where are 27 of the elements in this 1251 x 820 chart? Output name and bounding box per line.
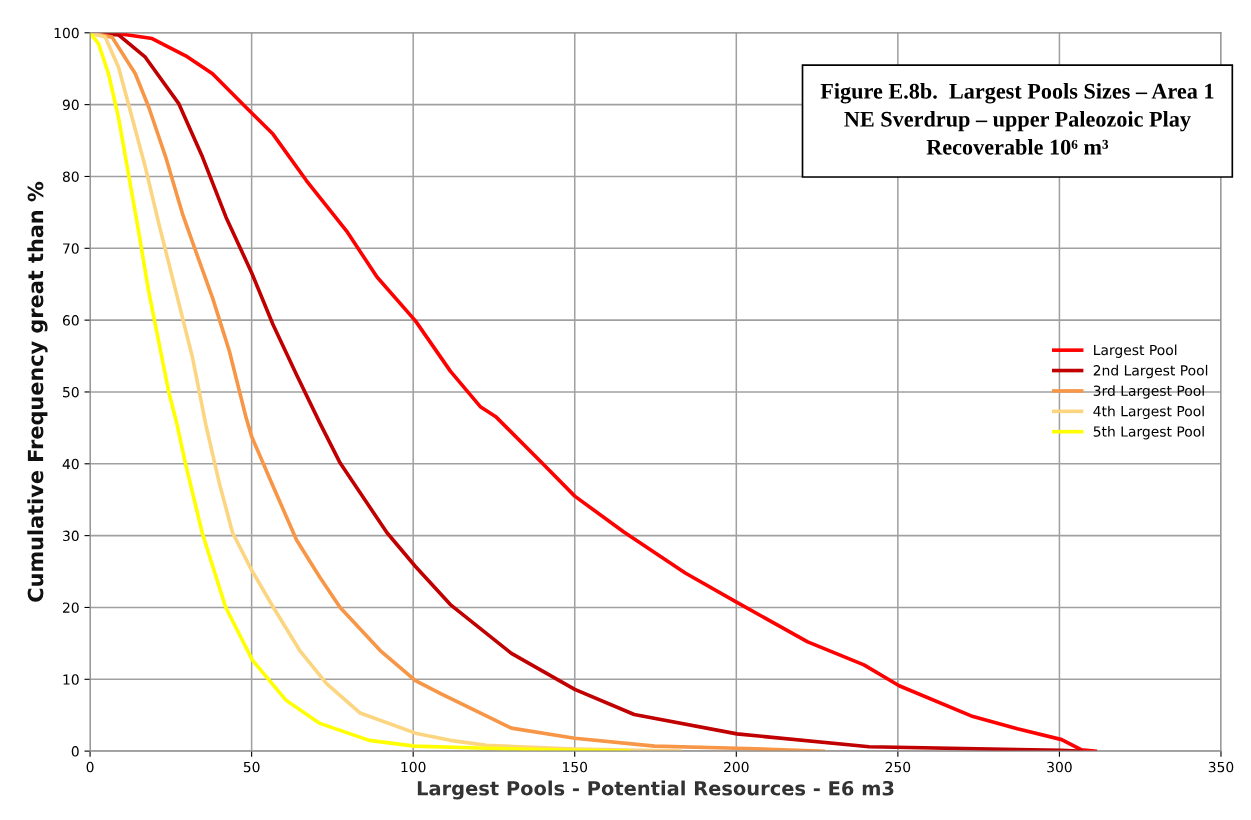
y-tick-label: 10 [63,674,79,685]
y-tick-label: 20 [63,602,79,613]
x-tick-label: 350 [1208,761,1234,773]
legend-label: Largest Pool [1094,344,1177,358]
y-tick-label: 50 [63,386,79,398]
x-tick-label: 200 [724,761,749,773]
x-tick-label: 100 [401,761,426,773]
x-tick-label: 250 [885,761,911,773]
legend-label: 4th Largest Pool [1093,405,1204,420]
text: Figure E.8b. Largest Pools Sizes – Area 1 NE Sverdrup – upper Paleozoic Play Recoverable 10⁶ m³ [820,83,1214,155]
y-tick-label: 40 [62,458,79,470]
x-tick-label: 300 [1047,761,1072,773]
x-tick-label: 0 [86,761,94,773]
legend-label: 5th Largest Pool [1093,426,1204,440]
y-tick-label: 60 [62,315,79,326]
legend-label: 2nd Largest Pool [1093,364,1208,379]
y-tick-label: 80 [62,171,79,182]
y-tick-label: 30 [63,530,79,542]
x-tick-label: 150 [563,761,588,773]
y-tick-label: 70 [63,243,79,254]
y-axis-title: Cumulative Frequency great than % [27,181,48,602]
legend-label: 3rd Largest Pool [1093,385,1204,399]
y-tick-label: 0 [71,746,79,757]
y-tick-label: 90 [62,99,79,111]
x-axis-title: Largest Pools - Potential Resources - E6 m3 [417,780,894,800]
x-tick-label: 50 [243,761,260,773]
y-tick-label: 100 [54,27,79,39]
